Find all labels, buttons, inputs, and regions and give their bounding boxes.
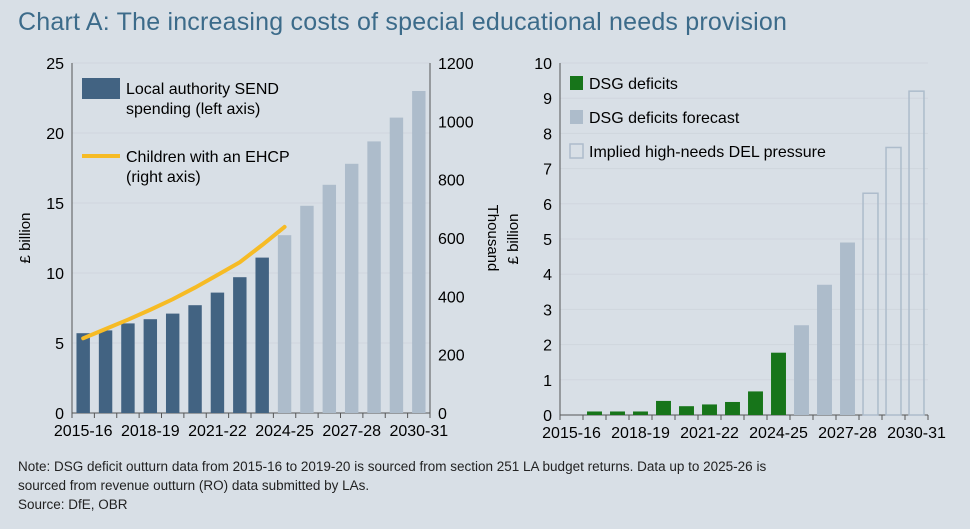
legend-label-send-1: Local authority SEND xyxy=(126,81,279,98)
send-spending-bar xyxy=(76,333,90,413)
legend-swatch-1 xyxy=(570,110,583,124)
legend-swatch-2 xyxy=(569,143,584,159)
left-y2-tick-label: 200 xyxy=(438,348,465,365)
send-spending-bar xyxy=(344,163,359,413)
left-y2-tick-label: 400 xyxy=(438,289,465,306)
send-spending-bar xyxy=(98,330,113,413)
dsg-deficit-bar xyxy=(702,404,717,415)
right-y-axis-label: £ billion xyxy=(505,214,522,265)
right-x-tick-label: 2021-22 xyxy=(680,425,739,442)
right-y-tick-label: 7 xyxy=(543,162,552,179)
right-x-tick-label: 2018-19 xyxy=(611,425,670,442)
left-y-tick-label: 10 xyxy=(46,266,64,283)
implied-pressure-bar xyxy=(862,192,879,416)
send-spending-bar xyxy=(233,277,247,413)
dsg-deficit-bar xyxy=(587,411,602,415)
right-x-tick-label: 2015-16 xyxy=(542,425,601,442)
dsg-deficit-bar xyxy=(748,391,763,415)
dsg-deficit-bar xyxy=(656,400,671,415)
left-x-tick-label: 2024-25 xyxy=(255,423,314,440)
right-y-tick-label: 2 xyxy=(543,338,552,355)
chart-title: Chart A: The increasing costs of special… xyxy=(18,8,788,36)
dsg-forecast-bar xyxy=(840,242,855,415)
send-spending-bar xyxy=(165,313,180,413)
send-spending-bar xyxy=(300,205,314,413)
send-spending-bar xyxy=(367,141,381,413)
legend-label-right-0: DSG deficits xyxy=(589,76,678,93)
dsg-forecast-bar xyxy=(817,284,832,415)
ehcp-line xyxy=(81,224,287,341)
left-y2-tick-label: 0 xyxy=(438,406,447,423)
legend-label-ehcp-1: Children with an EHCP xyxy=(126,149,290,166)
left-y-tick-label: 0 xyxy=(55,406,64,423)
right-y-tick-label: 1 xyxy=(543,373,552,390)
right-y-tick-label: 0 xyxy=(543,408,552,425)
legend-label-send-2: spending (left axis) xyxy=(126,101,260,118)
left-y-tick-label: 5 xyxy=(55,336,64,353)
right-x-tick-label: 2024-25 xyxy=(749,425,808,442)
left-y-tick-label: 20 xyxy=(46,126,64,143)
left-y2-tick-label: 1200 xyxy=(438,56,474,73)
left-y-tick-label: 15 xyxy=(46,196,64,213)
legend-swatch-send xyxy=(82,78,120,99)
legend-label-right-1: DSG deficits forecast xyxy=(589,110,740,127)
dsg-deficit-bar xyxy=(610,411,625,415)
dsg-deficit-bar xyxy=(725,401,740,415)
send-spending-bar xyxy=(412,91,426,413)
dsg-forecast-bar xyxy=(794,325,809,415)
legend-label-ehcp-2: (right axis) xyxy=(126,169,201,186)
left-y2-tick-label: 600 xyxy=(438,231,465,248)
send-spending-bar xyxy=(322,184,337,413)
dsg-deficit-bar xyxy=(633,411,648,415)
right-y-tick-label: 4 xyxy=(543,267,552,284)
legend-swatch-0 xyxy=(570,76,583,90)
send-spending-bar xyxy=(121,323,135,413)
note-line-2: sourced from revenue outturn (RO) data s… xyxy=(18,478,370,493)
right-y-tick-label: 6 xyxy=(543,197,552,214)
right-y-tick-label: 9 xyxy=(543,91,552,108)
implied-pressure-bar xyxy=(885,146,902,416)
right-x-tick-label: 2030-31 xyxy=(887,425,946,442)
legend-label-right-2: Implied high-needs DEL pressure xyxy=(589,144,826,161)
left-y-axis-label: £ billion xyxy=(17,213,34,264)
implied-pressure-bar xyxy=(908,90,925,416)
right-x-tick-label: 2027-28 xyxy=(818,425,877,442)
left-x-tick-label: 2027-28 xyxy=(322,423,381,440)
send-spending-bar xyxy=(255,257,269,413)
right-y-tick-label: 10 xyxy=(534,56,552,73)
note-line-1: Note: DSG deficit outturn data from 2015… xyxy=(18,459,767,474)
right-y-tick-label: 8 xyxy=(543,126,552,143)
left-y2-tick-label: 800 xyxy=(438,173,465,190)
right-y-tick-label: 3 xyxy=(543,302,552,319)
right-y-tick-label: 5 xyxy=(543,232,552,249)
dsg-deficit-bar xyxy=(771,352,786,415)
left-y-tick-label: 25 xyxy=(46,56,64,73)
left-x-tick-label: 2030-31 xyxy=(389,423,448,440)
left-x-tick-label: 2021-22 xyxy=(188,423,247,440)
send-spending-bar xyxy=(143,319,158,413)
send-spending-bar xyxy=(389,117,404,413)
send-spending-bar xyxy=(188,305,202,413)
source-line: Source: DfE, OBR xyxy=(18,497,128,512)
left-y2-tick-label: 1000 xyxy=(438,114,474,131)
left-x-tick-label: 2015-16 xyxy=(54,423,113,440)
left-y2-axis-label: Thousand xyxy=(484,205,501,272)
dsg-deficit-bar xyxy=(679,406,694,415)
send-spending-bar xyxy=(277,235,292,413)
left-x-tick-label: 2018-19 xyxy=(121,423,180,440)
send-spending-bar xyxy=(210,292,225,413)
